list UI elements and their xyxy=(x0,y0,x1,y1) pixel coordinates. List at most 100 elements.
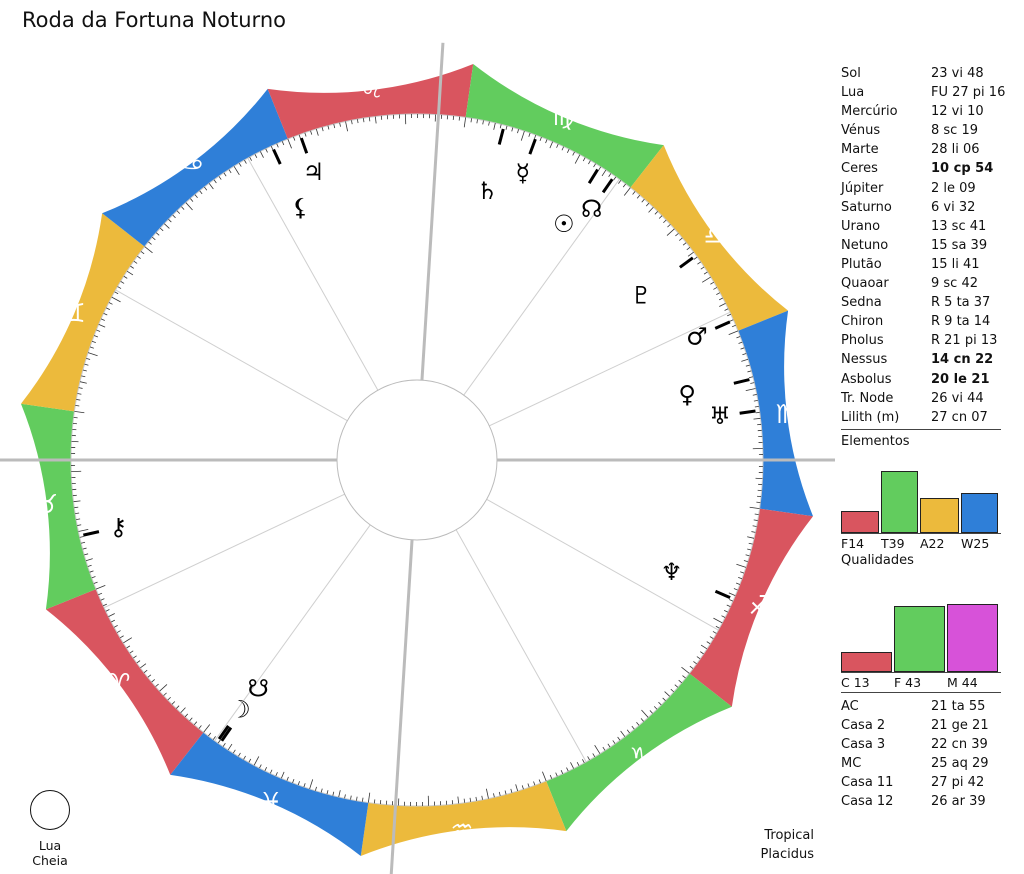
degree-tick xyxy=(613,176,617,181)
degree-tick xyxy=(738,341,743,344)
degree-tick xyxy=(560,769,564,774)
degree-tick xyxy=(303,783,306,788)
degree-tick xyxy=(545,139,548,144)
degree-tick xyxy=(275,772,278,777)
degree-tick xyxy=(687,251,694,257)
degree-tick xyxy=(740,571,745,574)
degree-tick xyxy=(190,198,194,202)
sign-glyph: ♍ xyxy=(552,102,575,132)
degree-tick xyxy=(724,609,728,613)
elementos-label: T39 xyxy=(881,535,905,551)
planet-name: Tr. Node xyxy=(841,390,894,406)
elementos-label: W25 xyxy=(961,535,990,551)
degree-tick xyxy=(470,118,472,123)
planet-glyph: ♂ xyxy=(686,322,708,350)
degree-tick xyxy=(663,219,667,224)
degree-tick xyxy=(700,651,704,655)
degree-tick xyxy=(738,577,743,580)
planet-row: Urano 13 sc 41 xyxy=(841,217,1001,236)
degree-tick xyxy=(181,206,185,210)
degree-tick xyxy=(729,319,734,322)
degree-tick xyxy=(463,798,466,803)
degree-tick xyxy=(74,506,79,509)
degree-tick xyxy=(298,134,301,139)
degree-tick xyxy=(658,215,663,219)
degree-tick xyxy=(159,684,168,692)
degree-tick xyxy=(538,779,541,784)
degree-tick xyxy=(520,130,525,141)
degree-tick xyxy=(745,388,756,391)
degree-tick xyxy=(204,186,208,191)
house-name: Casa 3 xyxy=(841,736,886,752)
degree-tick xyxy=(176,210,181,214)
planet-position: 23 vi 48 xyxy=(931,66,984,81)
degree-tick xyxy=(350,795,352,800)
system-labels: Tropical Placidus xyxy=(740,826,814,864)
degree-tick xyxy=(689,665,694,669)
degree-tick xyxy=(728,592,736,597)
degree-tick xyxy=(742,353,747,356)
degree-tick xyxy=(493,793,495,798)
degree-tick xyxy=(598,166,602,171)
degree-tick xyxy=(710,281,715,285)
degree-tick xyxy=(662,697,666,701)
degree-tick xyxy=(73,500,81,503)
degree-tick xyxy=(556,143,559,148)
degree-tick xyxy=(339,122,341,127)
elementos-bar-chart: F14 T39 A22 W25 xyxy=(841,451,1001,551)
degree-tick xyxy=(265,148,268,153)
degree-tick xyxy=(155,683,159,687)
degree-tick xyxy=(534,134,537,139)
planet-name: Sol xyxy=(841,66,861,81)
qualidades-label: C 13 xyxy=(841,674,870,690)
house-name: AC xyxy=(841,698,859,714)
degree-tick xyxy=(693,661,697,665)
degree-tick xyxy=(566,149,570,153)
elementos-label: A22 xyxy=(920,535,945,551)
planet-position: R 9 ta 14 xyxy=(931,314,991,330)
degree-tick xyxy=(351,120,353,125)
degree-tick xyxy=(74,410,85,414)
degree-tick xyxy=(281,141,285,146)
qualidades-label: M 44 xyxy=(947,674,978,690)
degree-tick xyxy=(533,781,536,786)
degree-tick xyxy=(719,297,723,301)
degree-tick xyxy=(151,679,155,683)
degree-tick xyxy=(238,752,241,757)
degree-tick xyxy=(542,771,547,782)
planet-row: Chiron R 9 ta 14 xyxy=(841,312,1001,331)
planet-row: Ceres 10 cp 54 xyxy=(841,159,1001,178)
degree-tick xyxy=(84,363,89,366)
planet-position: 15 li 41 xyxy=(931,256,980,272)
degree-tick xyxy=(608,173,612,177)
degree-tick xyxy=(81,541,86,544)
degree-tick xyxy=(82,369,87,372)
degree-tick xyxy=(77,393,82,395)
degree-tick xyxy=(259,764,262,769)
degree-tick xyxy=(244,159,247,164)
degree-tick xyxy=(750,382,755,384)
degree-tick xyxy=(123,275,128,279)
degree-tick xyxy=(658,701,662,706)
planet-name: Sedna xyxy=(841,295,882,311)
house-cusp xyxy=(115,289,348,422)
degree-tick xyxy=(249,156,252,161)
planet-row: Pholus R 21 pi 13 xyxy=(841,331,1001,350)
house-row: Casa 2 21 ge 21 xyxy=(841,716,1001,735)
house-cusp xyxy=(455,529,587,763)
degree-tick xyxy=(748,376,753,379)
degree-tick xyxy=(626,729,630,734)
degree-tick xyxy=(753,519,758,521)
degree-tick xyxy=(76,399,81,401)
planet-name: Lilith (m) xyxy=(841,409,900,425)
degree-tick xyxy=(315,128,319,136)
degree-tick xyxy=(527,783,530,788)
degree-tick xyxy=(75,405,80,407)
sign-glyph: ♋ xyxy=(181,147,204,177)
house-cusp xyxy=(486,498,719,631)
degree-tick xyxy=(641,709,649,718)
sign-glyph: ♎ xyxy=(704,221,727,251)
degree-tick xyxy=(116,630,121,633)
degree-tick xyxy=(733,588,738,591)
degree-tick xyxy=(602,746,606,751)
